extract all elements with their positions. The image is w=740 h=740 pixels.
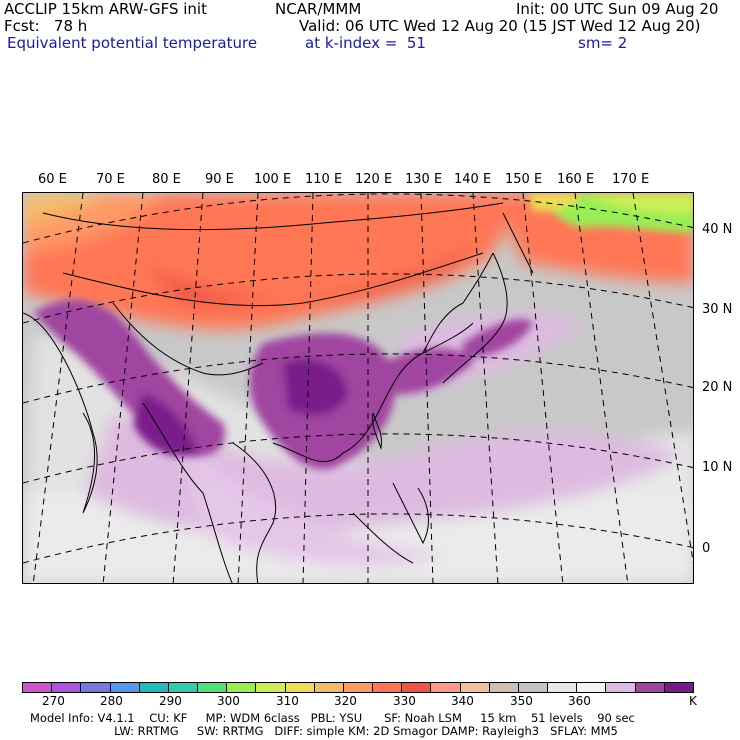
- colorbar-swatch: [635, 683, 665, 692]
- model-info-line2: LW: RRTMG SW: RRTMG DIFF: simple KM: 2D …: [30, 724, 618, 738]
- level-label: at k-index = 51: [305, 34, 426, 52]
- colorbar-swatch: [256, 683, 286, 692]
- colorbar-swatch: [23, 683, 53, 692]
- colorbar-swatch: [664, 683, 693, 692]
- lon-label: 140 E: [454, 172, 492, 187]
- lon-label: 150 E: [505, 172, 543, 187]
- colorbar-swatch: [489, 683, 519, 692]
- colorbar-swatch: [431, 683, 461, 692]
- smoothing-label: sm= 2: [578, 34, 628, 52]
- lat-label: 10 N: [702, 460, 733, 475]
- lon-label: 90 E: [205, 172, 234, 187]
- lon-label: 120 E: [355, 172, 393, 187]
- colorbar: [22, 682, 694, 693]
- colorbar-tick: 300: [217, 694, 240, 708]
- lon-label: 110 E: [305, 172, 343, 187]
- lat-label: 40 N: [702, 222, 733, 237]
- lat-label: 20 N: [702, 380, 733, 395]
- colorbar-tick: 360: [568, 694, 591, 708]
- colorbar-swatch: [343, 683, 374, 692]
- colorbar-swatch: [168, 683, 199, 692]
- model-title: ACCLIP 15km ARW-GFS init: [4, 0, 207, 18]
- colorbar-swatch: [577, 683, 607, 692]
- colorbar-swatch: [548, 683, 578, 692]
- lon-label: 80 E: [152, 172, 181, 187]
- valid-time: Valid: 06 UTC Wed 12 Aug 20 (15 JST Wed …: [299, 17, 701, 35]
- colorbar-tick: 270: [42, 694, 65, 708]
- colorbar-tick: 340: [451, 694, 474, 708]
- lon-label: 100 E: [254, 172, 292, 187]
- colorbar-tick: 350: [510, 694, 533, 708]
- colorbar-swatch: [373, 683, 403, 692]
- lon-label: 70 E: [96, 172, 125, 187]
- lon-label: 60 E: [38, 172, 67, 187]
- theta-e-field: [23, 193, 693, 583]
- colorbar-swatch: [81, 683, 111, 692]
- map-panel: [22, 192, 694, 584]
- lat-label: 30 N: [702, 302, 733, 317]
- colorbar-swatch: [110, 683, 140, 692]
- colorbar-swatch: [460, 683, 490, 692]
- lat-label: 0: [702, 541, 711, 556]
- colorbar-swatch: [606, 683, 636, 692]
- colorbar-tick: 310: [276, 694, 299, 708]
- colorbar-unit: K: [689, 694, 697, 708]
- colorbar-swatch: [314, 683, 344, 692]
- colorbar-tick: 320: [334, 694, 357, 708]
- field-name: Equivalent potential temperature: [7, 34, 258, 52]
- colorbar-tick: 290: [159, 694, 182, 708]
- colorbar-swatch: [285, 683, 315, 692]
- forecast-hour: Fcst: 78 h: [4, 17, 88, 35]
- init-time: Init: 00 UTC Sun 09 Aug 20: [516, 0, 719, 18]
- colorbar-tick: 280: [100, 694, 123, 708]
- colorbar-swatch: [402, 683, 432, 692]
- lon-label: 170 E: [612, 172, 650, 187]
- colorbar-swatch: [227, 683, 257, 692]
- colorbar-swatch: [518, 683, 549, 692]
- colorbar-swatch: [198, 683, 228, 692]
- model-info-line1: Model Info: V4.1.1 CU: KF MP: WDM 6class…: [30, 711, 635, 725]
- colorbar-swatch: [139, 683, 169, 692]
- lon-label: 130 E: [405, 172, 443, 187]
- lon-label: 160 E: [557, 172, 595, 187]
- colorbar-swatch: [52, 683, 82, 692]
- org-label: NCAR/MMM: [275, 0, 362, 18]
- colorbar-tick: 330: [393, 694, 416, 708]
